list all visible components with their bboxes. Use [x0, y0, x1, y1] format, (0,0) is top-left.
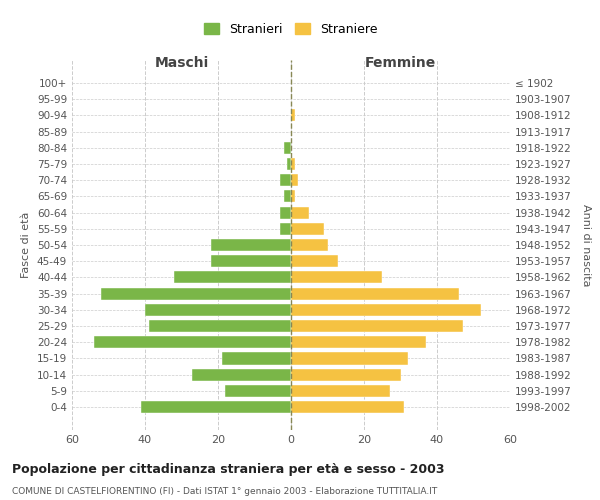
Bar	[291, 190, 295, 202]
Bar	[291, 255, 338, 268]
Bar	[101, 288, 291, 300]
Bar	[291, 336, 426, 348]
Bar	[280, 222, 291, 235]
Y-axis label: Fasce di età: Fasce di età	[22, 212, 31, 278]
Bar	[221, 352, 291, 364]
Y-axis label: Anni di nascita: Anni di nascita	[581, 204, 591, 286]
Text: Maschi: Maschi	[154, 56, 209, 70]
Bar	[284, 190, 291, 202]
Bar	[291, 206, 309, 218]
Bar	[287, 158, 291, 170]
Bar	[211, 255, 291, 268]
Bar	[291, 158, 295, 170]
Bar	[291, 368, 401, 381]
Text: Popolazione per cittadinanza straniera per età e sesso - 2003: Popolazione per cittadinanza straniera p…	[12, 462, 445, 475]
Bar	[291, 272, 382, 283]
Bar	[149, 320, 291, 332]
Bar	[145, 304, 291, 316]
Bar	[284, 142, 291, 154]
Bar	[291, 109, 295, 122]
Text: COMUNE DI CASTELFIORENTINO (FI) - Dati ISTAT 1° gennaio 2003 - Elaborazione TUTT: COMUNE DI CASTELFIORENTINO (FI) - Dati I…	[12, 488, 437, 496]
Bar	[211, 239, 291, 251]
Legend: Stranieri, Straniere: Stranieri, Straniere	[199, 18, 383, 41]
Bar	[280, 206, 291, 218]
Bar	[226, 385, 291, 397]
Bar	[291, 304, 481, 316]
Bar	[174, 272, 291, 283]
Bar	[291, 222, 324, 235]
Bar	[280, 174, 291, 186]
Bar	[142, 401, 291, 413]
Bar	[193, 368, 291, 381]
Text: Femmine: Femmine	[365, 56, 436, 70]
Bar	[291, 239, 328, 251]
Bar	[291, 288, 459, 300]
Bar	[94, 336, 291, 348]
Bar	[291, 174, 298, 186]
Bar	[291, 352, 408, 364]
Bar	[291, 320, 463, 332]
Bar	[291, 401, 404, 413]
Bar	[291, 385, 389, 397]
